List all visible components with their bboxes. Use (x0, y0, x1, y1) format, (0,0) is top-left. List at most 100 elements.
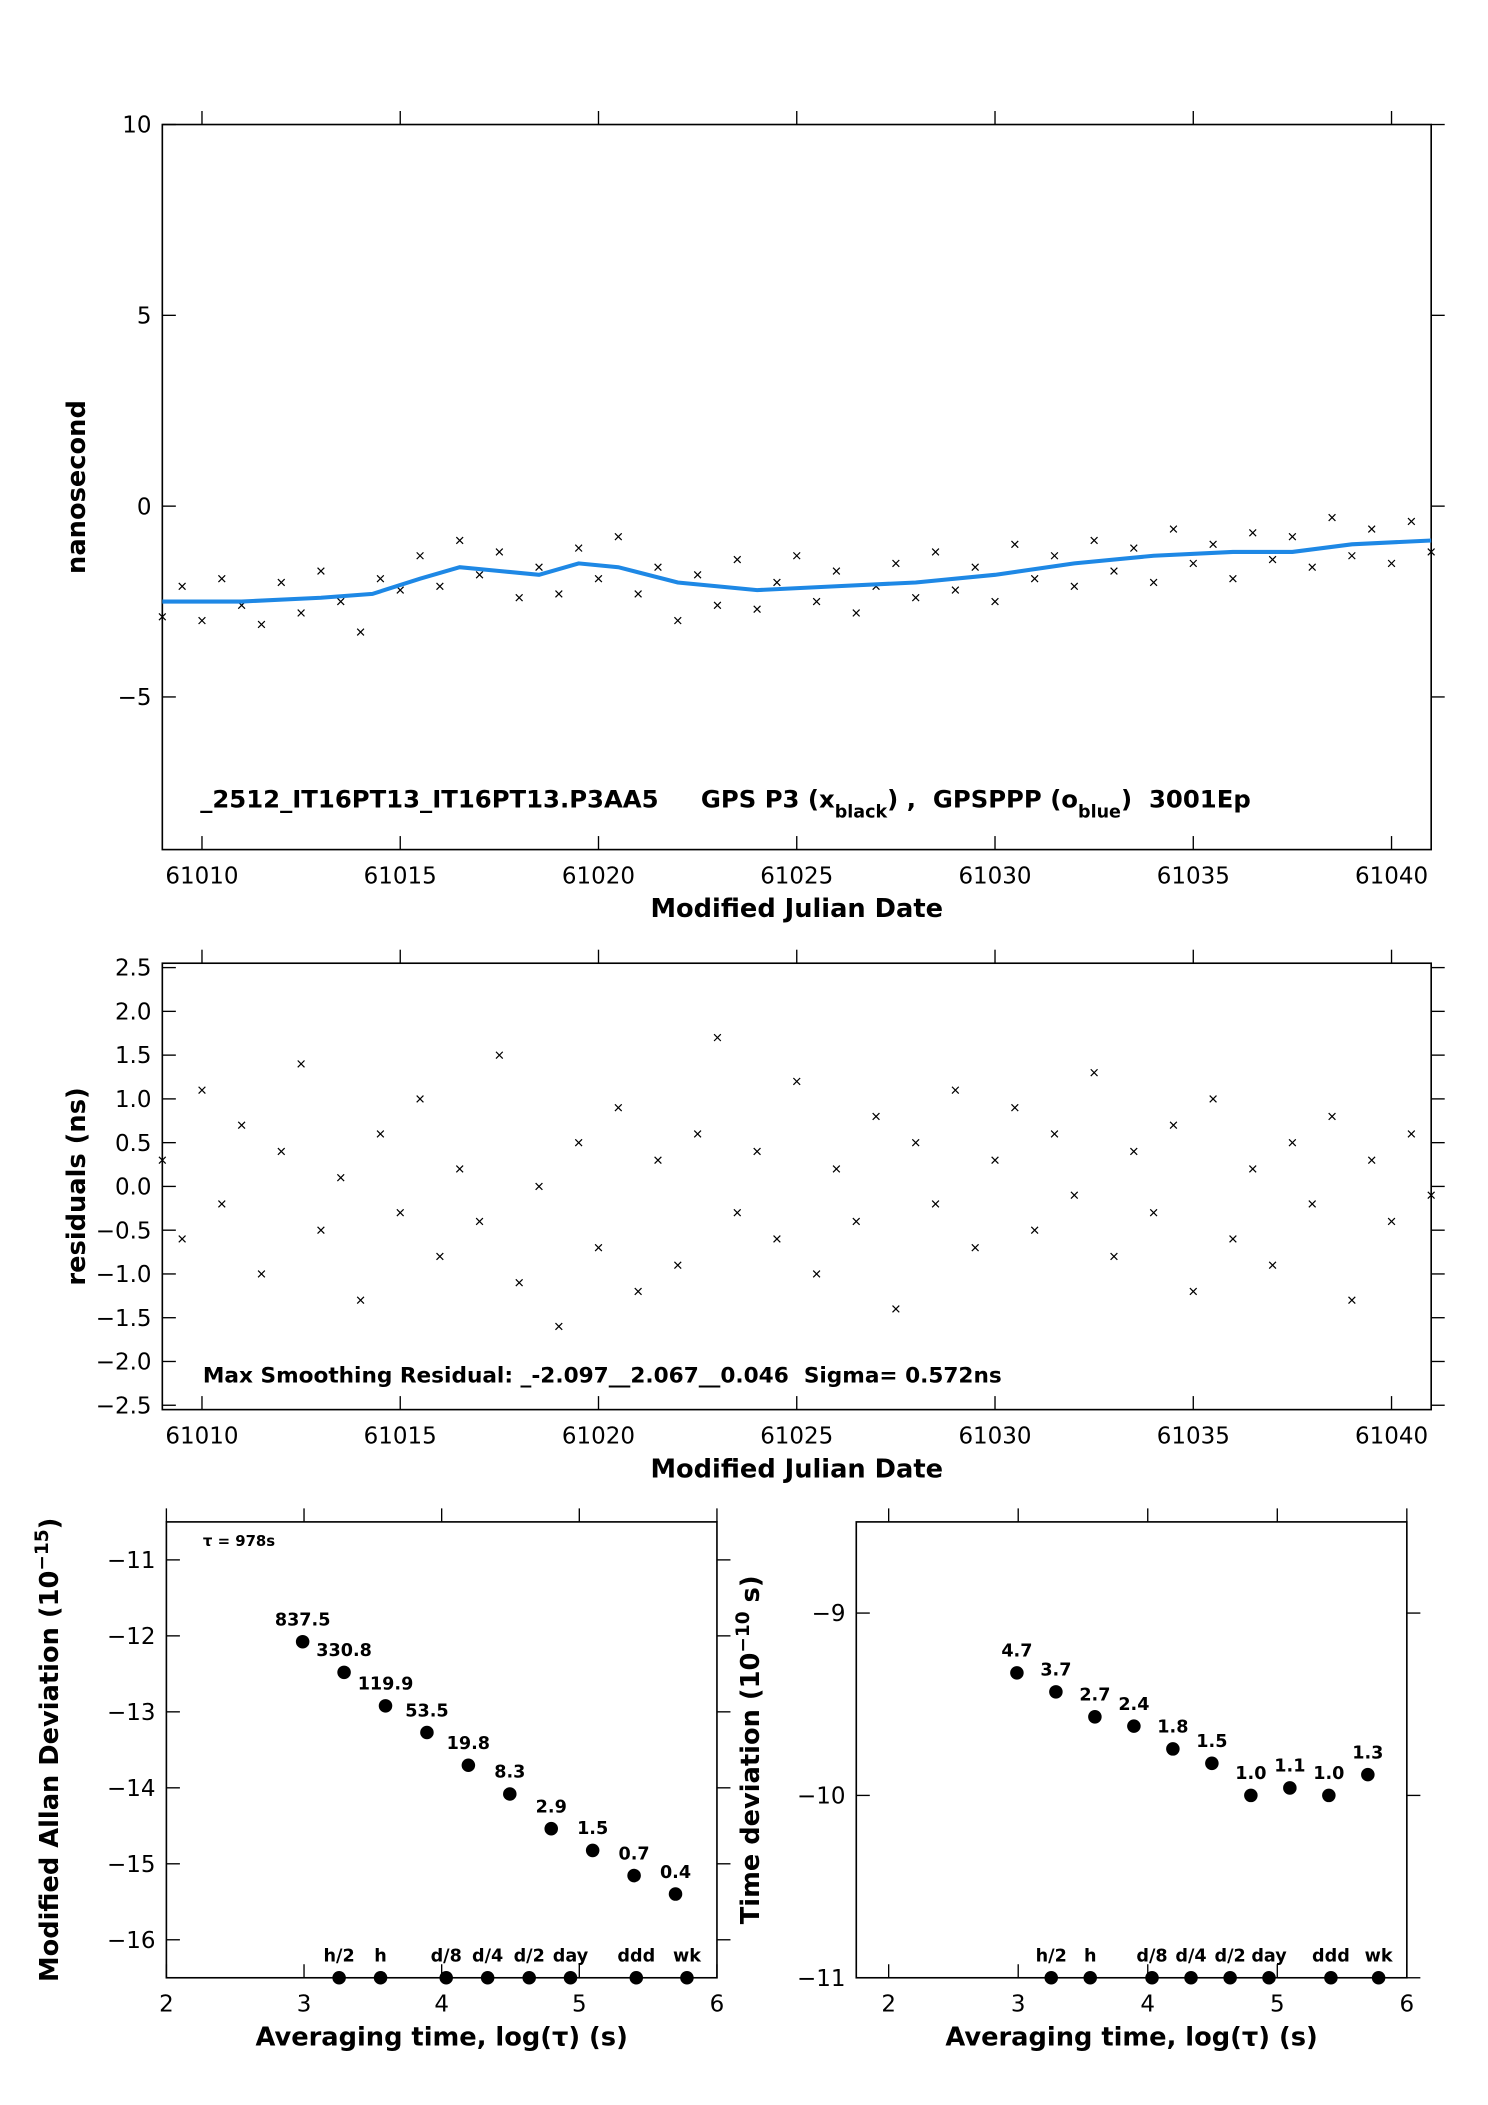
annotation: _2512_IT16PT13_IT16PT13.P3AA5 GPS P3 (x b… (200, 785, 1251, 823)
data-point (872, 1112, 880, 1121)
data-point (1288, 1138, 1297, 1147)
data-point (1248, 1165, 1257, 1173)
x-axis-title: Averaging time, log(τ) (s) (255, 2022, 627, 2052)
data-point (733, 555, 742, 564)
data-point (1328, 513, 1336, 522)
data-point (832, 1165, 841, 1173)
data-point (1268, 1261, 1277, 1270)
data-point (1090, 1068, 1098, 1077)
x-axis-title: Modified Julian Date (650, 1454, 943, 1484)
data-point (852, 1217, 861, 1226)
x-tick-label: 3 (1011, 1992, 1026, 2018)
y-tick-label: 2.5 (115, 956, 152, 982)
data-point (503, 1787, 517, 1801)
label-part: s) (736, 1575, 766, 1611)
data-label: 837.5 (275, 1610, 331, 1630)
data-point (1010, 1666, 1024, 1680)
y-tick-label: 1.5 (115, 1043, 152, 1069)
data-point (574, 1138, 583, 1147)
data-point (1044, 1971, 1059, 1985)
data-point (713, 601, 722, 610)
data-point (693, 571, 702, 579)
y-tick-label: 5 (137, 303, 152, 329)
data-point (1050, 1130, 1059, 1138)
data-label: wk (673, 1947, 702, 1967)
data-point (1407, 517, 1416, 526)
data-point (629, 1971, 644, 1985)
data-point (792, 551, 801, 560)
y-tick-label: −5 (118, 685, 152, 711)
data-point (555, 1322, 563, 1331)
data-point (1427, 1191, 1435, 1199)
data-point (1030, 574, 1039, 583)
y-tick-label: −15 (107, 1852, 156, 1878)
data-label: d/4 (1175, 1947, 1206, 1967)
y-tick-label: 0.5 (115, 1131, 152, 1157)
data-point (1011, 1103, 1019, 1112)
data-point (1129, 1147, 1138, 1156)
data-point (1189, 559, 1198, 568)
data-label: 1.0 (1235, 1764, 1266, 1784)
label-part: Time deviation (10 (736, 1653, 766, 1925)
data-point (378, 1699, 393, 1713)
data-point (1070, 1191, 1079, 1199)
y-axis-title: nanosecond (62, 400, 92, 574)
data-point (1011, 540, 1019, 549)
data-label: 3.7 (1040, 1661, 1071, 1681)
label-part: ) , GPSPPP (o (887, 785, 1078, 814)
label-part: Max Smoothing Residual: _-2.097__2.067__… (203, 1364, 1002, 1389)
data-point (277, 1147, 286, 1156)
data-point (713, 1033, 722, 1042)
x-tick-label: 61010 (165, 1423, 238, 1449)
data-point (332, 1971, 346, 1985)
data-point (773, 578, 781, 587)
data-point (594, 574, 603, 583)
x-tick-label: 61025 (760, 1423, 833, 1449)
plot-frame (855, 1521, 1408, 1979)
data-point (1127, 1719, 1141, 1733)
data-point (475, 1217, 484, 1226)
x-tick-label: 3 (297, 1992, 312, 2018)
superscript: −10 (732, 1611, 753, 1652)
x-tick-label: 61020 (562, 1423, 635, 1449)
data-point (733, 1208, 742, 1217)
x-axis-title: Averaging time, log(τ) (s) (945, 2022, 1317, 2052)
data-label: 2.7 (1079, 1686, 1110, 1706)
data-point (373, 1971, 388, 1985)
y-tick-label: 0 (137, 494, 152, 520)
data-point (654, 563, 662, 572)
y-tick-label: −1.0 (96, 1262, 152, 1288)
data-point (892, 1305, 900, 1313)
x-tick-label: 5 (1270, 1992, 1285, 2018)
data-label: 1.1 (1274, 1757, 1305, 1777)
x-tick-label: 6 (1400, 1992, 1415, 2018)
data-point (614, 1103, 623, 1112)
subscript: blue (1078, 803, 1121, 823)
data-point (1088, 1710, 1102, 1724)
data-label: ddd (1312, 1947, 1350, 1967)
data-point (1129, 544, 1138, 552)
y-tick-label: −1.5 (96, 1306, 152, 1332)
x-tick-label: 61035 (1157, 1423, 1230, 1449)
data-point (693, 1130, 702, 1138)
data-label: d/8 (1136, 1947, 1167, 1967)
data-point (522, 1971, 536, 1985)
data-point (297, 1060, 305, 1068)
data-point (337, 1665, 351, 1680)
data-label: 2.9 (536, 1797, 567, 1817)
data-point (1110, 567, 1118, 575)
data-point (931, 548, 940, 556)
y-tick-label: 1.0 (115, 1087, 152, 1113)
label-part: Modified Allan Deviation (10 (35, 1571, 65, 1982)
data-label: 2.4 (1118, 1695, 1149, 1715)
data-point (1209, 540, 1217, 549)
data-point (1229, 1235, 1237, 1243)
annotation: Max Smoothing Residual: _-2.097__2.067__… (203, 1364, 1002, 1389)
label-part: _2512_IT16PT13_IT16PT13.P3AA5 GPS P3 (x (200, 785, 835, 814)
data-point (753, 605, 761, 613)
data-point (1090, 536, 1098, 545)
x-tick-label: 61040 (1355, 863, 1428, 889)
x-tick-label: 61010 (165, 863, 238, 889)
data-point (277, 578, 286, 587)
